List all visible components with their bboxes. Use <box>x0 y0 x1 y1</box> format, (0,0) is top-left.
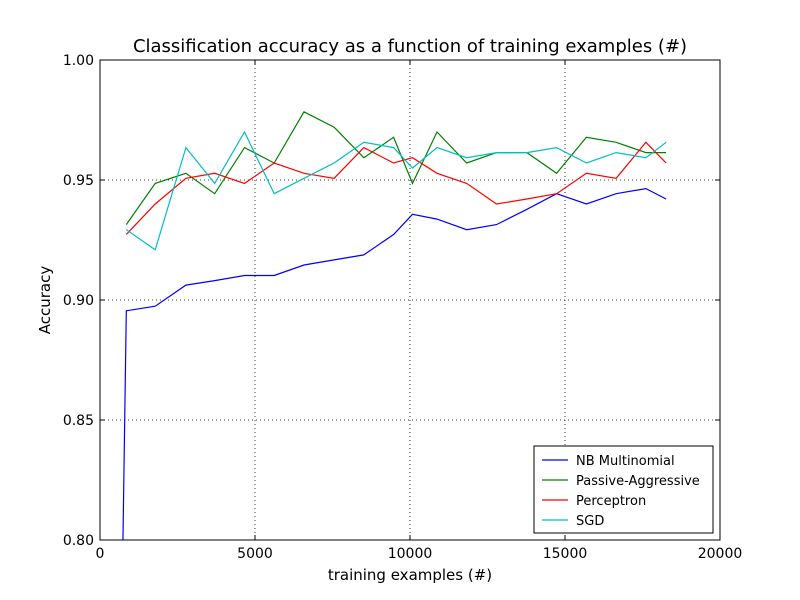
chart-title: Classification accuracy as a function of… <box>133 36 687 57</box>
x-tick-label: 10000 <box>388 546 433 562</box>
y-tick-label: 0.90 <box>63 293 94 309</box>
y-tick-label: 0.95 <box>63 173 94 189</box>
series-line-sgd <box>125 130 667 251</box>
series-line-passive-aggressive <box>125 111 667 225</box>
legend-label: NB Multinomial <box>576 454 675 469</box>
y-tick-label: 1.00 <box>63 53 94 69</box>
legend: NB Multinomial Passive-Aggressive Perceptr… <box>533 445 714 534</box>
series-line-nb-multinomial <box>122 187 667 540</box>
y-tick-label: 0.85 <box>63 413 94 429</box>
x-tick-label: 20000 <box>698 546 743 562</box>
x-tick-label: 5000 <box>237 546 273 562</box>
x-tick-label: 15000 <box>543 546 588 562</box>
legend-label: Perceptron <box>576 494 646 509</box>
y-tick-label: 0.80 <box>63 533 94 549</box>
y-axis-label: Accuracy <box>36 266 54 335</box>
legend-label: SGD <box>576 514 604 529</box>
grid-layer <box>100 60 720 540</box>
x-axis-label: training examples (#) <box>328 566 492 584</box>
series-layer <box>122 111 667 540</box>
legend-label: Passive-Aggressive <box>576 474 700 489</box>
x-tick-label: 0 <box>96 546 105 562</box>
tick-layer: 0 5000 10000 15000 20000 0.80 0.85 0.90 0.95 1.00 <box>63 53 742 562</box>
